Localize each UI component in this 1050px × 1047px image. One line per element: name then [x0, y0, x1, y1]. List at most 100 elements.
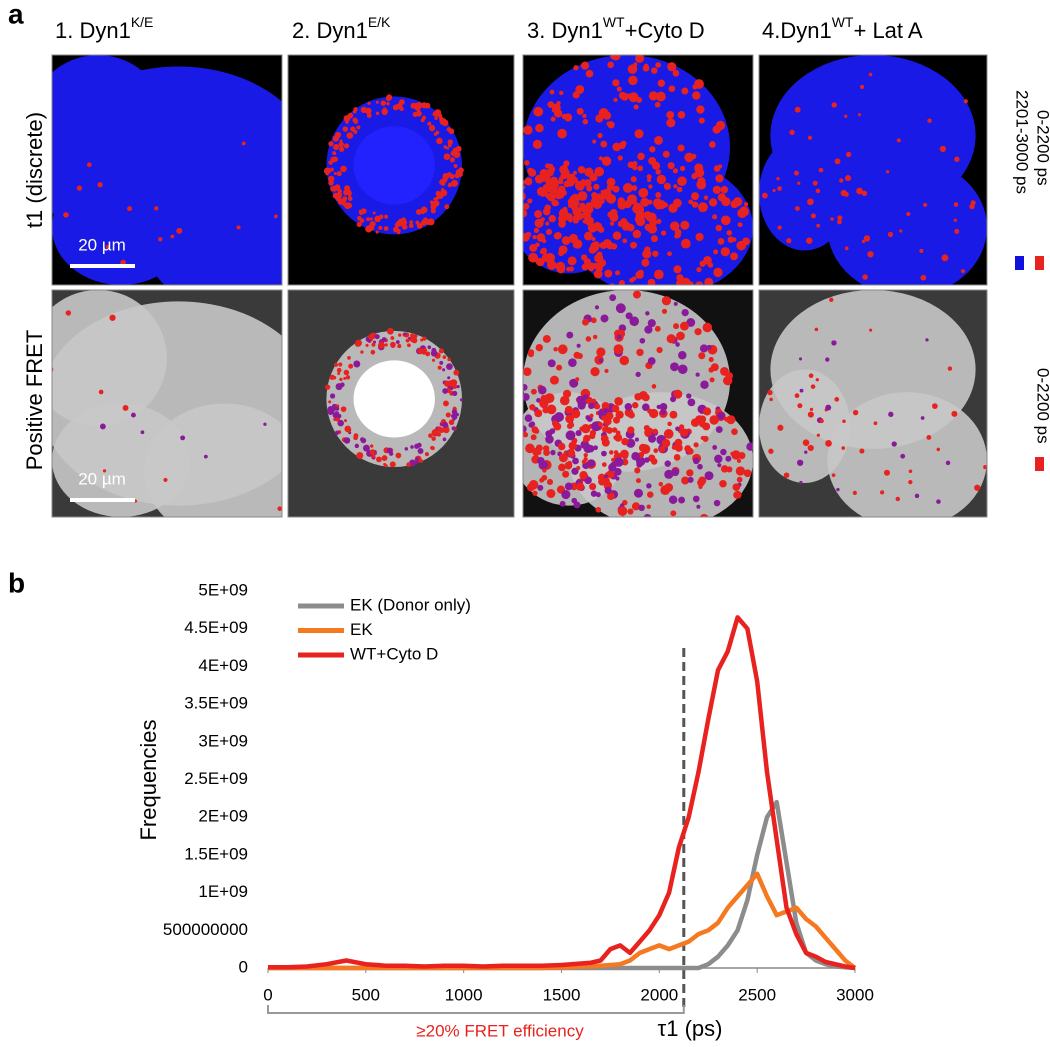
red-spot — [879, 490, 885, 495]
red-spot — [328, 141, 334, 147]
cell — [52, 55, 167, 193]
red-spot — [263, 422, 267, 426]
red-spot — [645, 311, 650, 316]
red-spot — [99, 423, 106, 430]
image-border — [758, 54, 988, 286]
red-spot — [798, 357, 803, 361]
red-spot — [444, 380, 451, 387]
red-spot — [574, 180, 585, 191]
red-spot — [612, 185, 620, 193]
red-spot — [375, 100, 379, 104]
red-spot — [332, 151, 337, 156]
red-spot — [673, 389, 683, 399]
red-spot — [342, 126, 349, 132]
red-spot — [666, 110, 675, 119]
red-spot — [634, 129, 644, 139]
red-spot — [797, 403, 803, 409]
legend-label: 0-2200 ps — [1034, 110, 1050, 186]
red-spot — [595, 114, 604, 123]
red-spot — [398, 333, 402, 337]
red-spot — [532, 235, 537, 240]
title-text: 2. Dyn1 — [292, 18, 368, 43]
red-spot — [601, 156, 612, 166]
red-spot — [581, 424, 591, 434]
red-spot — [720, 247, 730, 257]
red-spot — [170, 234, 175, 239]
image-panels — [51, 54, 988, 518]
red-spot — [547, 183, 558, 194]
red-spot — [572, 91, 580, 99]
red-spot — [547, 359, 556, 368]
red-spot — [613, 97, 618, 103]
red-spot — [534, 210, 543, 219]
red-spot — [719, 479, 727, 488]
red-spot — [783, 472, 790, 479]
red-spot — [345, 427, 352, 433]
red-spot — [807, 135, 813, 140]
red-spot — [591, 236, 596, 242]
red-spot — [655, 62, 661, 68]
red-spot — [656, 218, 662, 225]
red-spot — [726, 230, 733, 236]
red-spot — [699, 344, 709, 353]
red-spot — [941, 254, 949, 262]
red-spot — [837, 219, 842, 225]
y-tick-label: 3E+09 — [198, 731, 248, 750]
red-spot — [621, 437, 629, 446]
red-spot — [576, 353, 583, 360]
red-spot — [623, 200, 632, 209]
red-spot — [420, 219, 427, 226]
red-spot — [839, 178, 844, 183]
red-spot — [434, 116, 438, 120]
red-spot — [336, 171, 342, 177]
red-spot — [831, 340, 837, 346]
red-spot — [576, 343, 581, 348]
red-spot — [523, 125, 533, 135]
red-spot — [567, 449, 576, 458]
red-spot — [699, 513, 709, 517]
red-spot — [804, 450, 808, 454]
red-spot — [641, 403, 650, 412]
red-spot — [715, 224, 723, 232]
red-spot — [369, 449, 376, 456]
red-spot — [635, 270, 644, 279]
red-spot — [715, 426, 723, 433]
red-spot — [655, 91, 666, 102]
red-spot — [543, 449, 550, 457]
red-spot — [831, 102, 837, 108]
red-spot — [609, 221, 615, 226]
red-spot — [447, 376, 451, 380]
red-spot — [746, 442, 753, 451]
title-sup: E/K — [368, 14, 391, 30]
red-spot — [592, 241, 601, 250]
red-spot — [428, 433, 433, 438]
red-spot — [409, 220, 414, 225]
red-spot — [932, 403, 938, 409]
red-spot — [340, 165, 347, 173]
red-spot — [777, 225, 782, 230]
red-spot — [634, 467, 641, 474]
red-spot — [415, 460, 419, 464]
red-spot — [580, 61, 590, 70]
red-spot — [354, 340, 361, 347]
red-spot — [241, 141, 246, 146]
red-spot — [643, 211, 652, 220]
cell — [52, 170, 190, 285]
red-spot — [354, 443, 360, 449]
red-spot — [646, 483, 652, 489]
red-spot — [834, 158, 841, 165]
cell — [759, 369, 851, 483]
red-spot — [810, 384, 816, 389]
red-spot — [715, 120, 726, 131]
nucleus — [353, 360, 435, 438]
red-spot — [533, 106, 544, 117]
red-spot — [789, 129, 795, 135]
red-spot — [577, 191, 588, 201]
red-spot — [332, 375, 337, 380]
red-spot — [386, 327, 394, 335]
red-spot — [609, 294, 617, 302]
red-spot — [433, 110, 441, 117]
x-tick-label: 0 — [263, 985, 272, 1004]
image-border — [522, 54, 754, 286]
red-spot — [628, 75, 638, 86]
